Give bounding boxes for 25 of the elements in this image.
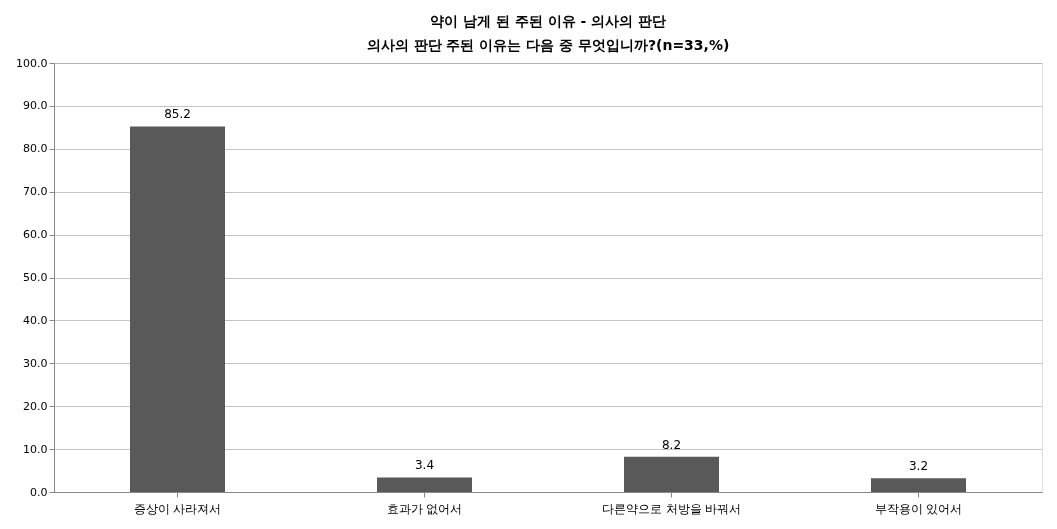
chart-subtitle: 의사의 판단 주된 이유는 다음 중 무엇입니까?(n=33,%) xyxy=(366,37,730,53)
y-tick-label: 0.0 xyxy=(30,485,48,499)
y-tick-label: 90.0 xyxy=(23,99,48,113)
x-tick-label: 다른약으로 처방을 바꿔서 xyxy=(601,501,742,516)
bar xyxy=(871,478,966,492)
y-tick-label: 10.0 xyxy=(23,442,48,456)
bar xyxy=(377,477,472,492)
data-label: 8.2 xyxy=(661,437,682,452)
y-tick-label: 50.0 xyxy=(23,271,48,284)
bar xyxy=(624,456,719,492)
y-tick-label: 40.0 xyxy=(23,313,48,327)
y-tick-label: 100.0 xyxy=(16,56,48,70)
x-tick-label: 부작용이 있어서 xyxy=(874,501,963,516)
y-tick-label: 20.0 xyxy=(23,399,48,413)
y-tick-label: 60.0 xyxy=(23,228,48,242)
y-tick-label: 80.0 xyxy=(23,142,48,156)
data-label: 3.4 xyxy=(414,458,435,473)
x-tick-label: 효과가 없어서 xyxy=(386,501,463,516)
data-label: 85.2 xyxy=(164,107,191,122)
y-tick-label: 30.0 xyxy=(23,356,48,370)
bar xyxy=(130,126,225,492)
data-label: 3.2 xyxy=(908,459,929,474)
y-tick-label: 70.0 xyxy=(23,185,48,199)
chart-title: 약이 남게 된 주된 이유 - 의사의 판단 xyxy=(430,13,666,29)
x-tick-label: 증상이 사라져서 xyxy=(133,501,222,516)
